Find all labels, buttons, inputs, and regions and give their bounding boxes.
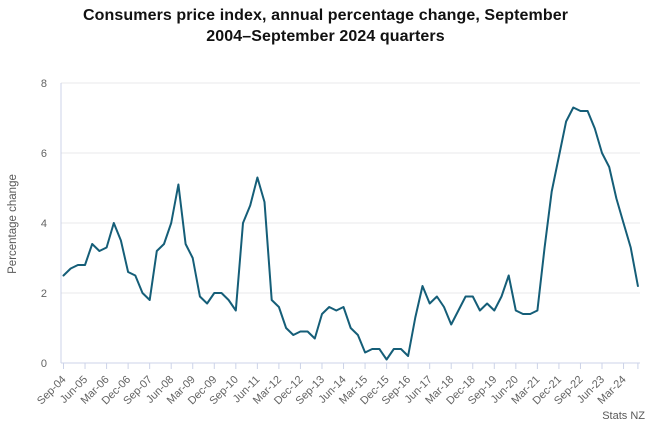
chart-title-line1: Consumers price index, annual percentage… [82, 7, 569, 24]
chart-title-line2: 2004–September 2024 quarters [206, 28, 445, 45]
y-axis-title: Percentage change [7, 174, 19, 274]
y-tick-label: 6 [41, 148, 47, 160]
y-tick-label: 4 [41, 218, 47, 230]
attribution-stats-nz: Stats NZ [602, 410, 645, 422]
y-tick-label: 0 [41, 358, 47, 370]
y-tick-label: 8 [41, 78, 47, 90]
cpi-series-line [62, 106, 639, 361]
chart-title: Consumers price index, annual percentage… [0, 5, 651, 47]
y-tick-label: 2 [41, 288, 47, 300]
